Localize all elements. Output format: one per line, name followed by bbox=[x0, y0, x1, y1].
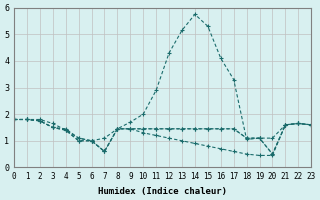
X-axis label: Humidex (Indice chaleur): Humidex (Indice chaleur) bbox=[98, 187, 227, 196]
